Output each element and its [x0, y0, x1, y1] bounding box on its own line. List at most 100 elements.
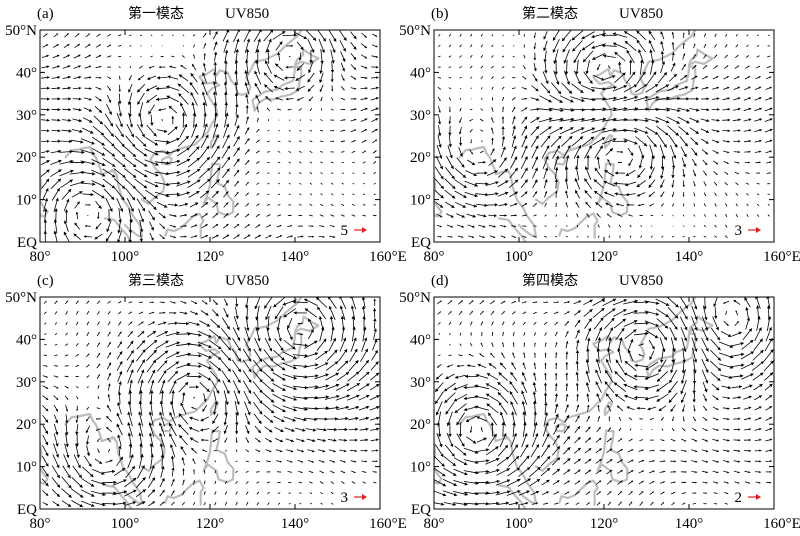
- wind-vector: [742, 384, 753, 390]
- wind-vector: [603, 75, 616, 81]
- wind-vector: [634, 83, 648, 93]
- wind-vector: [723, 320, 729, 327]
- wind-vector: [463, 447, 479, 454]
- wind-vector: [530, 117, 540, 124]
- wind-vector: [72, 118, 82, 123]
- wind-vector: [167, 75, 179, 80]
- wind-vector: [319, 225, 324, 228]
- wind-vector: [571, 136, 584, 147]
- wind-vector: [284, 76, 296, 80]
- wind-vector: [113, 168, 126, 179]
- wind-vector: [449, 106, 451, 113]
- wind-vector: [502, 342, 504, 348]
- wind-vector: [542, 155, 549, 170]
- wind-vector: [745, 65, 750, 69]
- wind-vector: [512, 116, 516, 125]
- wind-vector: [298, 204, 302, 206]
- wind-vector: [571, 83, 584, 94]
- wind-vector-field: [40, 30, 379, 242]
- wind-vector: [448, 125, 452, 136]
- wind-vector: [201, 213, 208, 218]
- wind-vector: [682, 502, 686, 505]
- wind-vector: [91, 180, 106, 188]
- wind-vector: [85, 204, 91, 206]
- wind-vector: [754, 438, 762, 442]
- wind-vector: [491, 65, 494, 69]
- wind-vector: [561, 82, 573, 94]
- wind-vector: [573, 458, 581, 465]
- wind-vector: [511, 225, 517, 228]
- wind-vector: [544, 352, 547, 358]
- wind-vector: [320, 108, 323, 111]
- field-title: UV850: [619, 273, 663, 289]
- wind-vector: [692, 64, 697, 70]
- wind-vector: [575, 415, 580, 423]
- wind-vector: [712, 86, 719, 90]
- wind-vector: [682, 168, 686, 178]
- wind-vector: [116, 197, 124, 212]
- wind-vector: [636, 30, 647, 41]
- wind-vector: [714, 203, 717, 207]
- wind-vector: [263, 72, 274, 84]
- wind-vector: [445, 201, 455, 209]
- wind-vector: [118, 93, 122, 105]
- coastline-layer: [434, 30, 714, 242]
- wind-vector: [649, 491, 655, 495]
- wind-vector: [157, 129, 168, 133]
- wind-vector: [437, 235, 442, 238]
- wind-vector: [329, 235, 336, 238]
- wind-vector: [636, 406, 646, 410]
- wind-vector: [691, 471, 698, 474]
- wind-vector: [266, 48, 270, 65]
- wind-vector: [552, 468, 561, 476]
- wind-vector: [477, 363, 487, 368]
- wind-vector: [50, 169, 62, 178]
- wind-vector: [41, 139, 50, 143]
- wind-vector: [555, 342, 558, 348]
- wind-vector: [623, 129, 639, 134]
- wind-vector: [245, 93, 249, 104]
- wind-vector: [178, 74, 189, 82]
- wind-vector: [576, 213, 579, 218]
- wind-vector: [265, 95, 272, 102]
- wind-vector: [341, 151, 345, 153]
- wind-vector: [569, 117, 585, 122]
- wind-vector: [468, 235, 475, 239]
- wind-vector: [50, 159, 62, 165]
- wind-vector: [245, 170, 250, 176]
- wind-vector: [522, 225, 527, 227]
- field-title: UV850: [225, 6, 269, 22]
- wind-vector: [532, 179, 538, 189]
- wind-vector: [660, 416, 665, 421]
- wind-vector: [650, 235, 653, 238]
- wind-vector: [613, 181, 626, 186]
- wind-vector: [434, 190, 444, 199]
- wind-vector: [42, 44, 49, 48]
- wind-vector: [255, 38, 261, 54]
- wind-vector: [628, 158, 633, 167]
- wind-vector: [63, 198, 70, 211]
- wind-vector: [445, 401, 455, 415]
- wind-vector: [522, 371, 527, 382]
- wind-vector: [299, 182, 302, 185]
- wind-vector: [454, 190, 467, 199]
- wind-vector: [754, 460, 762, 463]
- wind-vector: [469, 108, 473, 111]
- wind-vector: [320, 182, 323, 185]
- wind-vector: [296, 41, 304, 51]
- wind-vector: [267, 193, 270, 196]
- wind-vector: [277, 140, 281, 142]
- wind-vector: [722, 417, 730, 421]
- wind-vector: [117, 45, 122, 47]
- wind-vector: [124, 146, 137, 158]
- wind-vector: [469, 44, 473, 48]
- wind-vector: [448, 55, 452, 58]
- wind-vector: [193, 54, 195, 59]
- wind-vector: [40, 160, 50, 165]
- wind-vector: [41, 76, 50, 79]
- wind-vector: [136, 84, 146, 93]
- wind-vector: [167, 203, 178, 207]
- wind-vector: [702, 159, 708, 166]
- wind-vector: [734, 320, 740, 327]
- wind-vector: [488, 362, 497, 369]
